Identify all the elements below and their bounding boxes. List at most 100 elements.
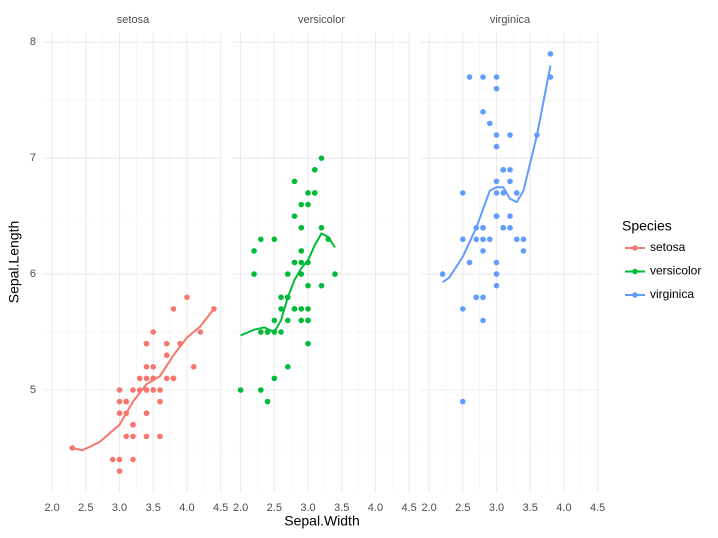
point [190,364,197,370]
point [493,213,500,219]
x-tick-label: 3.0 [112,502,127,514]
y-tick-label: 7 [30,152,36,164]
x-tick-label: 4.5 [213,502,228,514]
point [480,248,486,254]
point [480,224,486,231]
y-axis-label: Sepal.Length [6,221,22,304]
y-tick-label: 5 [30,384,36,396]
point [318,282,325,289]
point [258,236,264,243]
smooth-line [442,65,552,284]
legend-key-point [632,245,638,251]
point [116,468,123,474]
point [493,282,500,289]
point [130,421,136,428]
point [332,271,338,277]
point [271,236,278,243]
point [493,143,500,150]
point [493,85,500,92]
point [291,306,298,312]
point [466,259,473,266]
x-tick-label: 3.0 [300,502,315,514]
point [143,375,150,382]
point [480,236,486,243]
x-tick-label: 4.5 [590,502,605,514]
point [278,306,284,312]
x-tick-label: 2.5 [267,502,282,514]
point [305,317,311,324]
x-tick-label: 4.5 [402,502,417,514]
legend-key-point [632,292,638,298]
x-tick-label: 2.0 [421,502,436,514]
facet-label: versicolor [298,14,345,26]
point [493,178,500,185]
point [291,178,298,185]
point [311,190,318,196]
point [298,306,305,312]
point [439,271,446,277]
x-tick-label: 2.5 [455,502,470,514]
point [473,236,480,243]
point [298,259,305,266]
y-tick-label: 6 [30,268,36,280]
point [157,433,163,440]
point [264,398,271,405]
point [493,74,500,80]
point [507,224,513,231]
point [507,213,513,219]
x-tick-label: 3.0 [489,502,504,514]
x-tick-label: 4.0 [179,502,194,514]
point [298,317,305,324]
point [500,190,507,196]
point [305,306,311,312]
point [123,433,130,440]
x-tick-label: 3.5 [146,502,161,514]
x-tick-label: 2.0 [233,502,248,514]
point [109,456,116,463]
point [291,213,298,219]
point [136,375,143,382]
point [163,340,170,347]
point [520,248,527,254]
point [143,387,150,393]
point [486,120,493,127]
legend-key-point [632,268,638,275]
point [466,74,473,80]
legend-label: setosa [650,240,686,254]
point [271,375,278,382]
legend-label: versicolor [650,264,701,278]
point [318,224,325,231]
point [163,375,170,382]
point [163,352,170,359]
point [143,364,150,370]
point [547,51,554,57]
legend-title: Species [622,218,672,234]
point [116,398,123,405]
x-tick-label: 3.5 [334,502,349,514]
point [493,132,500,138]
point [130,387,136,393]
point [278,294,284,301]
point [123,398,130,405]
point [311,166,318,173]
point [251,248,257,254]
point [493,259,500,266]
legend-label: virginica [650,287,694,301]
facet-label: virginica [490,14,531,26]
point [486,236,493,243]
x-axis-label: Sepal.Width [284,513,359,529]
smooth-line [240,232,336,337]
point [237,387,244,393]
point [500,166,507,173]
y-tick-label: 8 [30,36,36,48]
x-tick-label: 3.5 [523,502,538,514]
point [150,329,157,335]
point [318,155,325,161]
point [157,387,163,393]
point [278,329,284,335]
point [143,340,150,347]
point [298,224,305,231]
point [116,456,123,463]
point [157,398,163,405]
point [305,190,311,196]
